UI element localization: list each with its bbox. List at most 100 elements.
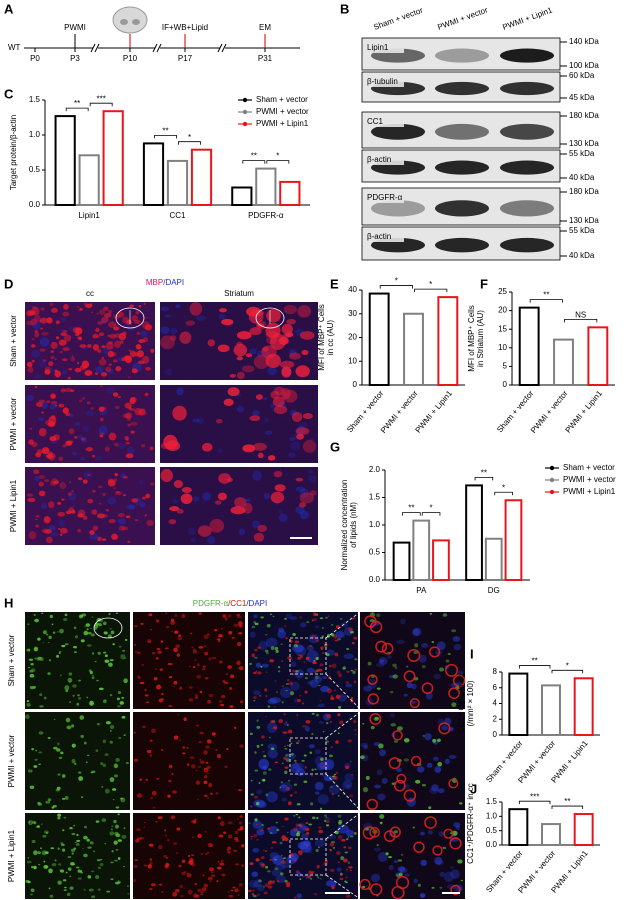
y-tick-label: 1.0: [369, 520, 381, 529]
cell-signal: [188, 698, 194, 702]
cell-signal: [252, 470, 262, 481]
cell-signal: [238, 882, 243, 887]
cell-signal: [87, 474, 91, 476]
cell-signal: [100, 762, 104, 766]
bar: [190, 148, 213, 206]
cell-signal: [343, 653, 355, 659]
h-stain-title: PDGFR-α/CC1/DAPI: [193, 599, 267, 608]
cell-signal: [135, 310, 140, 315]
cell-signal: [253, 882, 259, 888]
cell-signal: [68, 681, 72, 683]
cell-signal: [46, 317, 53, 324]
axis-break: [90, 43, 96, 53]
cell-signal: [68, 481, 72, 483]
sig-label: **: [162, 127, 168, 136]
cell-signal: [306, 621, 310, 623]
bar: [102, 110, 124, 206]
cell-signal: [403, 789, 417, 802]
cell-signal: [96, 679, 99, 682]
cell-signal: [117, 311, 125, 318]
cell-signal: [47, 736, 51, 739]
cell-signal: [296, 714, 299, 716]
cell-signal: [259, 825, 265, 830]
cell-signal: [196, 675, 202, 679]
cell-signal: [300, 622, 307, 628]
cell-signal: [28, 666, 31, 669]
cell-signal: [253, 671, 257, 674]
cell-signal: [255, 823, 258, 825]
cell-signal: [233, 343, 248, 357]
cell-signal: [57, 501, 61, 505]
cell-signal: [58, 339, 67, 346]
cell-signal: [320, 646, 324, 650]
cell-signal: [236, 613, 241, 617]
cell-signal: [201, 891, 205, 894]
cell-signal: [122, 476, 128, 479]
cell-signal: [91, 652, 95, 655]
cell-signal: [322, 675, 328, 680]
cell-signal: [91, 870, 95, 873]
cell-signal: [77, 509, 86, 518]
cell-signal: [457, 859, 463, 864]
cell-signal: [264, 850, 268, 852]
cell-signal: [293, 791, 298, 794]
row-label: PWMI + Lipin1: [7, 829, 16, 882]
cell-signal: [324, 814, 327, 817]
cell-signal: [33, 821, 37, 825]
cell-signal: [221, 873, 226, 877]
cell-signal: [221, 318, 234, 326]
cell-signal: [398, 872, 403, 877]
cell-signal: [172, 790, 177, 794]
cell-signal: [73, 646, 77, 649]
column-label: cc: [86, 289, 94, 298]
cell-signal: [205, 745, 210, 749]
cell-signal: [369, 827, 380, 838]
cell-signal: [267, 748, 279, 759]
cell-signal: [253, 894, 257, 898]
cell-signal: [332, 846, 336, 849]
zoom-line: [325, 812, 361, 840]
cell-signal: [26, 395, 34, 402]
cell-signal: [172, 498, 179, 504]
cell-signal: [134, 319, 141, 324]
cell-signal: [167, 794, 171, 798]
cell-signal: [156, 778, 160, 780]
cell-signal: [325, 817, 330, 821]
cell-signal: [224, 681, 229, 685]
cell-signal: [280, 784, 287, 788]
cell-signal: [28, 820, 31, 824]
cell-signal: [118, 737, 122, 740]
cell-signal: [201, 668, 206, 671]
cell-signal: [37, 417, 45, 422]
cell-signal: [258, 758, 270, 770]
cell-signal: [170, 815, 176, 820]
cell-signal: [59, 533, 63, 537]
cell-signal: [168, 704, 171, 707]
cell-signal: [67, 677, 73, 683]
cell-signal: [308, 634, 320, 644]
cell-signal: [199, 758, 202, 761]
cell-signal: [68, 507, 75, 514]
cell-signal: [144, 324, 153, 331]
y-tick-label: 0: [503, 380, 508, 389]
cell-signal: [48, 635, 52, 640]
cell-signal: [102, 739, 107, 744]
axis-break: [221, 43, 227, 53]
cell-signal: [350, 835, 354, 838]
cell-signal: [205, 767, 208, 770]
cell-signal: [140, 622, 144, 625]
cell-signal: [168, 779, 172, 783]
cell-signal: [304, 766, 307, 769]
cell-signal: [403, 670, 416, 683]
cell-signal: [195, 894, 200, 898]
cell-signal: [215, 748, 218, 752]
cell-signal: [315, 848, 319, 853]
cell-signal: [71, 451, 78, 456]
cell-signal: [254, 622, 259, 626]
bar: [166, 159, 189, 206]
cell-signal: [199, 760, 205, 765]
cell-signal: [43, 516, 51, 524]
cell-signal: [281, 660, 284, 662]
cell-signal: [50, 341, 58, 349]
cell-signal: [438, 722, 451, 735]
